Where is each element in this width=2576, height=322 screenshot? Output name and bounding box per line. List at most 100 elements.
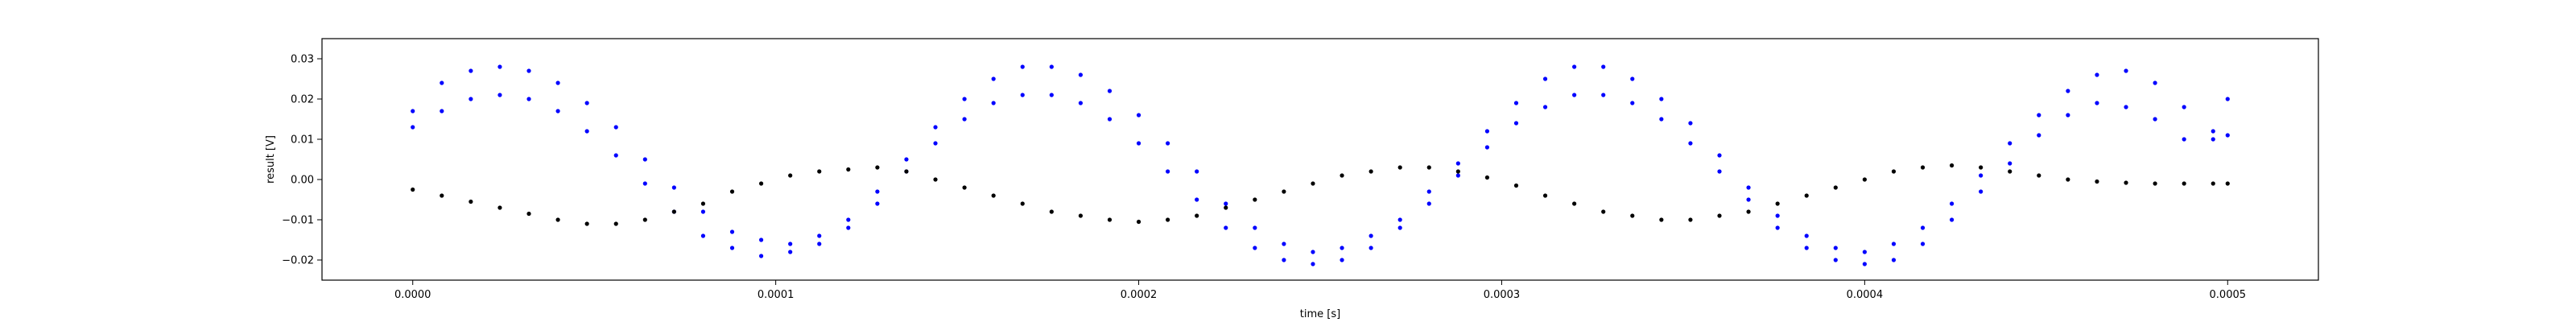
data-point xyxy=(1166,169,1170,174)
data-point xyxy=(788,242,793,246)
data-point xyxy=(788,250,793,254)
data-point xyxy=(613,221,618,226)
data-point xyxy=(2124,68,2128,73)
data-point xyxy=(2124,105,2128,109)
x-tick-label: 0.0003 xyxy=(1484,289,1521,301)
data-point xyxy=(1397,165,1402,170)
data-point xyxy=(875,165,880,170)
plot-frame xyxy=(321,38,2319,281)
data-point xyxy=(2095,72,2099,77)
data-point xyxy=(2008,161,2013,166)
data-point xyxy=(642,181,647,186)
data-point xyxy=(1020,201,1025,206)
data-point xyxy=(1426,165,1431,170)
data-point xyxy=(875,201,880,206)
data-point xyxy=(671,209,676,214)
data-point xyxy=(846,167,851,172)
data-point xyxy=(2225,133,2230,138)
x-tick-label: 0.0001 xyxy=(758,289,795,301)
data-point xyxy=(2008,141,2013,146)
data-point xyxy=(2153,117,2157,122)
data-point xyxy=(729,246,735,250)
data-point xyxy=(1775,201,1780,206)
data-point xyxy=(2008,169,2013,174)
data-point xyxy=(440,109,444,114)
series-1 xyxy=(411,93,2230,266)
y-tick-label: 0.03 xyxy=(291,54,314,66)
data-point xyxy=(469,199,473,204)
data-point xyxy=(991,193,996,198)
data-point xyxy=(1282,189,1286,194)
data-point xyxy=(2066,177,2070,182)
data-point xyxy=(1833,185,1838,190)
data-point xyxy=(933,141,938,146)
data-point xyxy=(1659,217,1664,222)
data-point xyxy=(1804,246,1809,250)
data-point xyxy=(962,185,967,190)
data-point xyxy=(1340,258,1344,262)
data-point xyxy=(555,109,560,114)
data-point xyxy=(1979,173,1984,178)
data-point xyxy=(584,221,589,226)
data-point xyxy=(1368,233,1373,238)
data-point xyxy=(1717,169,1722,174)
data-point xyxy=(1891,242,1897,246)
data-point xyxy=(671,185,676,190)
data-point xyxy=(1979,189,1984,194)
data-point xyxy=(1049,93,1054,97)
data-point xyxy=(1166,141,1170,146)
data-point xyxy=(1601,93,1606,97)
data-point xyxy=(1630,213,1635,218)
data-point xyxy=(1368,169,1373,174)
data-point xyxy=(526,211,531,217)
data-point xyxy=(1920,242,1926,246)
data-point xyxy=(1136,113,1141,118)
data-point xyxy=(1630,101,1635,105)
data-point xyxy=(1833,258,1838,262)
data-point xyxy=(1049,64,1054,69)
x-tick-label: 0.0002 xyxy=(1121,289,1158,301)
data-point xyxy=(1166,217,1170,222)
data-point xyxy=(729,229,735,234)
data-point xyxy=(817,169,822,174)
data-point xyxy=(1484,145,1490,150)
data-point xyxy=(1717,153,1722,158)
data-point xyxy=(2211,137,2215,142)
data-point xyxy=(1484,175,1490,180)
data-point xyxy=(1020,64,1025,69)
x-axis-label: time [s] xyxy=(1300,308,1340,320)
data-point xyxy=(1891,258,1897,262)
data-point xyxy=(2182,181,2186,186)
data-point xyxy=(933,125,938,130)
series-0 xyxy=(411,64,2230,254)
data-point xyxy=(526,97,531,101)
data-point xyxy=(1340,173,1344,178)
data-point xyxy=(1979,165,1984,170)
data-point xyxy=(1426,201,1431,206)
data-point xyxy=(1397,225,1402,230)
data-point xyxy=(991,76,996,81)
data-point xyxy=(1282,258,1286,262)
data-point xyxy=(1688,217,1693,222)
data-point xyxy=(1224,201,1228,206)
data-point xyxy=(1253,197,1257,202)
data-point xyxy=(2095,101,2099,105)
data-point xyxy=(1833,246,1838,250)
data-point xyxy=(1804,193,1809,198)
data-point xyxy=(1717,213,1722,218)
data-point xyxy=(1746,197,1751,202)
data-point xyxy=(2095,179,2099,184)
data-point xyxy=(613,153,618,158)
y-tick-label: −0.02 xyxy=(282,255,314,267)
data-point xyxy=(1107,89,1113,93)
data-point xyxy=(1804,233,1809,238)
data-point xyxy=(1688,141,1693,146)
y-axis-label: result [V] xyxy=(265,135,277,184)
data-point xyxy=(1542,105,1548,109)
data-point xyxy=(2211,129,2215,134)
data-point xyxy=(642,157,647,162)
data-point xyxy=(962,117,967,122)
data-point xyxy=(1078,213,1083,218)
data-point xyxy=(497,64,502,69)
data-point xyxy=(1862,250,1867,254)
